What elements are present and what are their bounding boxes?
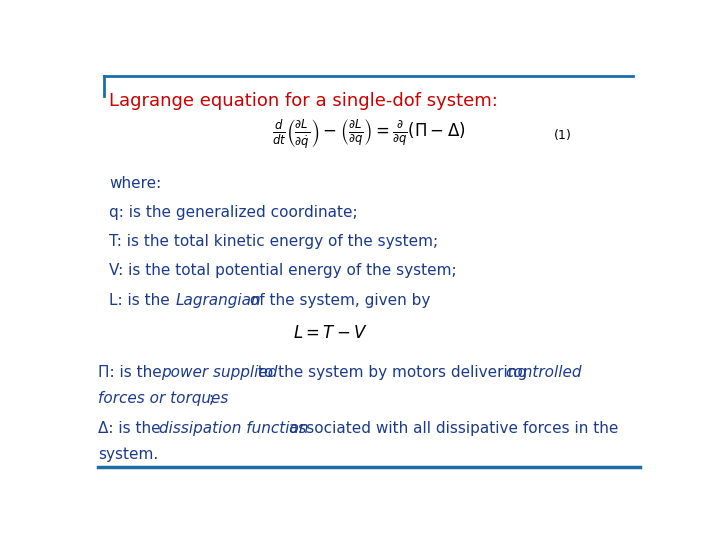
Text: of the system, given by: of the system, given by	[245, 293, 431, 308]
Text: Lagrangian: Lagrangian	[175, 293, 261, 308]
Text: q: is the generalized coordinate;: q: is the generalized coordinate;	[109, 205, 358, 220]
Text: controlled: controlled	[505, 365, 582, 380]
Text: Δ: is the: Δ: is the	[98, 421, 166, 436]
Text: forces or torques: forces or torques	[98, 392, 228, 406]
Text: V: is the total potential energy of the system;: V: is the total potential energy of the …	[109, 264, 457, 279]
Text: $L=T-V$: $L=T-V$	[293, 325, 367, 342]
Text: associated with all dissipative forces in the: associated with all dissipative forces i…	[284, 421, 618, 436]
Text: ;: ;	[209, 392, 214, 406]
Text: system.: system.	[98, 447, 158, 462]
Text: $\frac{d}{dt}\left(\frac{\partial L}{\partial \dot{q}}\right)-\left(\frac{\parti: $\frac{d}{dt}\left(\frac{\partial L}{\pa…	[272, 117, 466, 151]
Text: dissipation function: dissipation function	[159, 421, 308, 436]
Text: where:: where:	[109, 176, 161, 191]
Text: power supplied: power supplied	[161, 365, 278, 380]
Text: Lagrange equation for a single-dof system:: Lagrange equation for a single-dof syste…	[109, 92, 498, 110]
Text: $(1)$: $(1)$	[554, 126, 572, 141]
Text: T: is the total kinetic energy of the system;: T: is the total kinetic energy of the sy…	[109, 234, 438, 249]
Text: to the system by motors delivering: to the system by motors delivering	[253, 365, 532, 380]
Text: Π: is the: Π: is the	[98, 365, 166, 380]
Text: L: is the: L: is the	[109, 293, 175, 308]
